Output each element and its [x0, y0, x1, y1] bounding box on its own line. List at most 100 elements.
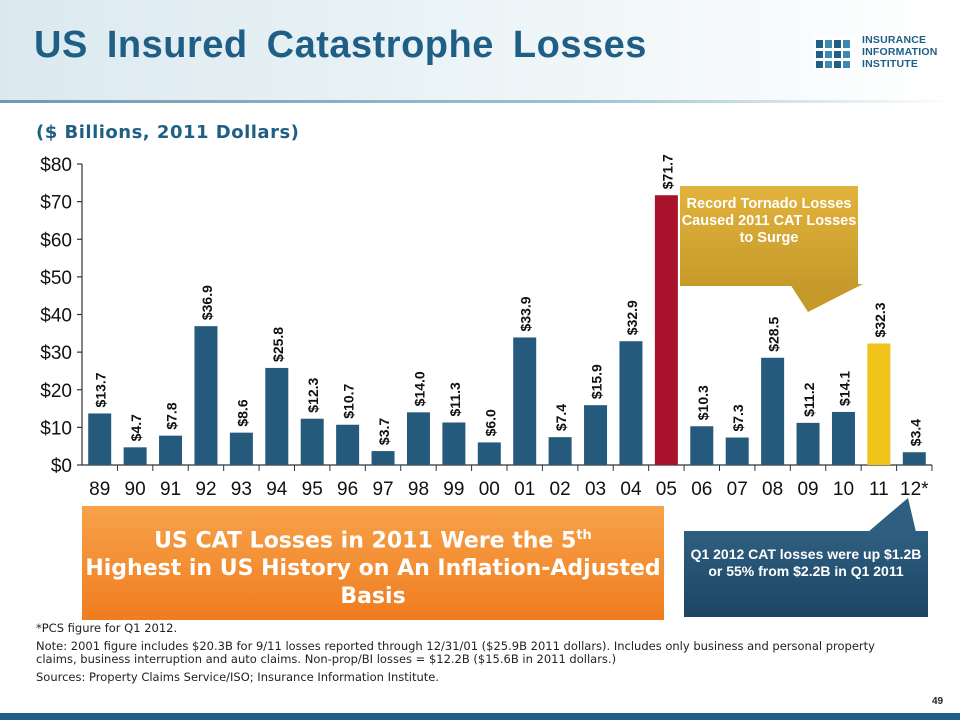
bar: [123, 447, 147, 465]
data-label: $32.9: [624, 300, 640, 335]
footnote-sources: Sources: Property Claims Service/ISO; In…: [36, 669, 440, 684]
y-tick-label: $80: [40, 155, 72, 176]
data-label: $4.7: [128, 414, 144, 441]
y-tick-label: $60: [40, 230, 72, 251]
bar: [619, 341, 643, 465]
tornado-callout-tail: [790, 284, 863, 312]
bar: [867, 343, 891, 465]
data-label: $32.3: [872, 302, 888, 337]
data-label: $10.7: [341, 383, 357, 418]
data-label: $7.8: [164, 402, 180, 429]
x-tick-label: 08: [762, 479, 783, 500]
y-tick-label: $10: [40, 418, 72, 439]
bar: [761, 357, 785, 465]
data-label: $3.4: [907, 419, 923, 446]
x-tick-label: 93: [231, 479, 252, 500]
q1-callout-tail: [868, 498, 916, 532]
banner-line-1: US CAT Losses in 2011 Were the 5: [154, 528, 577, 554]
x-tick-label: 04: [620, 479, 642, 500]
x-tick-label: 11: [869, 479, 889, 500]
x-tick-label: 12*: [900, 479, 929, 500]
banner-line-2: Highest in US History on An Inflation-Ad…: [85, 556, 661, 610]
logo-line-3: INSTITUTE: [862, 58, 919, 70]
slide-title: US Insured Catastrophe Losses: [34, 24, 647, 66]
x-tick-label: 91: [160, 479, 181, 500]
bar: [902, 452, 926, 465]
x-tick-label: 92: [195, 479, 216, 500]
footnote-pcs: *PCS figure for Q1 2012.: [36, 621, 178, 635]
x-tick-label: 90: [125, 479, 146, 500]
x-tick-label: 01: [514, 479, 535, 500]
data-label: $25.8: [270, 327, 286, 362]
data-label: $7.4: [553, 404, 569, 431]
data-label: $12.3: [305, 377, 321, 412]
data-label: $71.7: [659, 154, 675, 189]
x-tick-label: 95: [302, 479, 323, 500]
bar: [194, 326, 218, 465]
x-tick-label: 99: [443, 479, 464, 500]
bar: [548, 437, 572, 465]
x-tick-label: 06: [691, 479, 712, 500]
x-tick-label: 07: [727, 479, 748, 500]
y-tick-label: $70: [40, 193, 72, 214]
bar: [584, 405, 608, 465]
chart-subtitle: ($ Billions, 2011 Dollars): [36, 122, 300, 143]
header-band: [0, 0, 960, 100]
cat-losses-banner: US CAT Losses in 2011 Were the 5th Highe…: [82, 506, 664, 620]
x-tick-label: 97: [372, 479, 393, 500]
data-label: $11.2: [801, 382, 817, 416]
x-tick-label: 94: [266, 479, 288, 500]
banner-superscript: th: [576, 528, 592, 543]
data-label: $28.5: [766, 317, 782, 352]
data-label: $14.0: [411, 371, 427, 406]
bottom-rule: [0, 713, 960, 720]
bar: [796, 422, 820, 465]
bar: [265, 367, 289, 465]
q1-callout: Q1 2012 CAT losses were up $1.2B or 55% …: [684, 531, 928, 617]
bar: [654, 195, 678, 465]
bar-chart: $0 $10 $20 $30 $40 $50 $60 $70 $80 89 $13.7 90 $4.7 9…: [40, 154, 933, 500]
x-tick-label: 09: [797, 479, 818, 500]
logo-text: INSURANCE INFORMATION INSTITUTE: [862, 34, 958, 70]
x-tick-label: 89: [89, 479, 110, 500]
header-rule: [0, 100, 960, 103]
data-label: $33.9: [518, 296, 534, 331]
data-label: $14.1: [836, 371, 852, 406]
data-label: $3.7: [376, 418, 392, 445]
iii-logo-icon: [814, 36, 854, 70]
bar: [229, 432, 253, 465]
data-label: $15.9: [589, 364, 605, 399]
footnotes: *PCS figure for Q1 2012. Note: 2001 figu…: [36, 621, 896, 688]
y-tick-label: $40: [40, 306, 72, 327]
data-label: $6.0: [482, 409, 498, 436]
bar: [406, 412, 430, 465]
x-tick-label: 02: [550, 479, 571, 500]
page-number: 49: [932, 696, 944, 707]
x-tick-label: 05: [656, 479, 677, 500]
data-label: $7.3: [730, 404, 746, 431]
footnote-note: Note: 2001 figure includes $20.3B for 9/…: [36, 638, 875, 666]
data-label: $10.3: [695, 385, 711, 420]
bar: [442, 422, 466, 465]
y-tick-label: $30: [40, 343, 72, 364]
logo-line-1: INSURANCE: [862, 34, 927, 46]
bar: [513, 337, 537, 465]
logo-line-2: INFORMATION: [862, 46, 938, 58]
y-tick-label: $20: [40, 381, 72, 402]
iii-logo: INSURANCE INFORMATION INSTITUTE: [814, 32, 954, 74]
bar: [300, 418, 324, 465]
x-tick-label: 03: [585, 479, 606, 500]
bar: [725, 437, 749, 465]
bar: [477, 442, 501, 465]
bar: [159, 435, 183, 465]
bar: [371, 451, 395, 465]
bar: [88, 413, 112, 465]
y-tick-label: $0: [51, 456, 72, 477]
x-tick-label: 96: [337, 479, 358, 500]
bar: [336, 424, 360, 465]
y-tick-label: $50: [40, 268, 72, 289]
x-tick-label: 00: [479, 479, 500, 500]
x-tick-label: 98: [408, 479, 429, 500]
bar: [690, 426, 714, 465]
data-label: $13.7: [93, 372, 109, 407]
